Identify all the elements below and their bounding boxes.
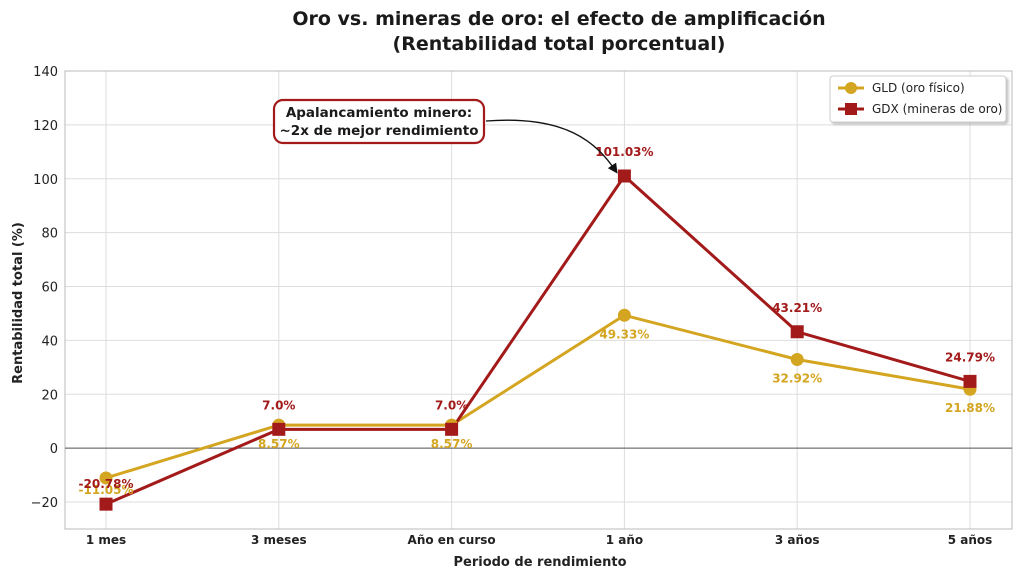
y-tick-label: 140 [33,65,58,80]
x-tick-label: Año en curso [408,533,496,547]
legend-label-gdx: GDX (mineras de oro) [872,102,1002,116]
annotation-line-1: Apalancamiento minero: [286,105,472,121]
gld-data-label: -11.05% [79,483,134,497]
annotation-box [272,98,486,145]
y-tick-label: 40 [41,334,58,349]
annotation-arrow [485,119,618,174]
gdx-data-label: 101.03% [595,145,653,159]
y-axis-label: Rentabilidad total (%) [11,222,26,384]
chart-title: Oro vs. mineras de oro: el efecto de amp… [292,8,825,30]
legend-box [829,75,1007,123]
gdx-point [99,497,113,511]
gdx-data-label: 43.21% [772,301,822,315]
legend-marker-gld [845,82,857,94]
data-labels: -11.05% 8.57% 8.57% 49.33% 32.92% 21.88% -20.7… [79,145,995,497]
y-tick-label: 100 [33,173,58,188]
annotation: Apalancamiento minero: ~2x de mejor rend… [272,98,618,174]
y-tick-label: 120 [33,119,58,134]
x-axis-ticks: 1 mes 3 meses Año en curso 1 año 3 años 5 año… [86,533,992,547]
gdx-point [272,422,286,436]
gdx-point [445,422,459,436]
series-line-gdx [105,174,971,506]
gdx-point [963,374,977,388]
y-tick-label: −20 [31,496,58,511]
x-axis-label: Periodo de rendimiento [453,555,626,570]
gdx-data-label: 24.79% [945,350,995,364]
legend: GLD (oro físico) GDX (mineras de oro) [829,75,1007,123]
y-tick-label: 0 [50,442,58,457]
gdx-point [790,325,804,339]
grid [65,70,1012,529]
gdx-data-label: -20.78% [79,477,134,491]
gdx-data-label: 7.0% [262,398,295,412]
gld-data-label: 8.57% [431,437,473,451]
gld-point [790,352,804,366]
annotation-line-2: ~2x de mejor rendimiento [279,123,478,139]
plot-frame [64,70,1013,530]
gld-point [617,308,631,322]
y-tick-label: 80 [41,227,58,242]
x-tick-label: 1 año [606,533,643,547]
y-tick-label: 20 [41,388,58,403]
gld-data-label: 8.57% [258,437,300,451]
gdx-data-label: 7.0% [435,398,468,412]
x-tick-label: 3 años [775,533,820,547]
legend-label-gld: GLD (oro físico) [872,81,965,95]
x-tick-label: 3 meses [251,533,307,547]
x-tick-label: 5 años [948,533,993,547]
gld-data-label: 49.33% [599,327,649,341]
legend-marker-gdx [845,103,857,115]
series-line-gld [105,313,971,480]
chart-subtitle: (Rentabilidad total porcentual) [393,33,726,55]
gld-data-label: 21.88% [945,401,995,415]
gld-data-label: 32.92% [772,371,822,385]
gdx-point [617,169,631,183]
y-axis-ticks: −20 0 20 40 60 80 100 120 140 [31,65,58,511]
gld-point [99,471,113,485]
series-layer [99,169,977,511]
x-tick-label: 1 mes [86,533,126,547]
y-tick-label: 60 [41,281,58,296]
